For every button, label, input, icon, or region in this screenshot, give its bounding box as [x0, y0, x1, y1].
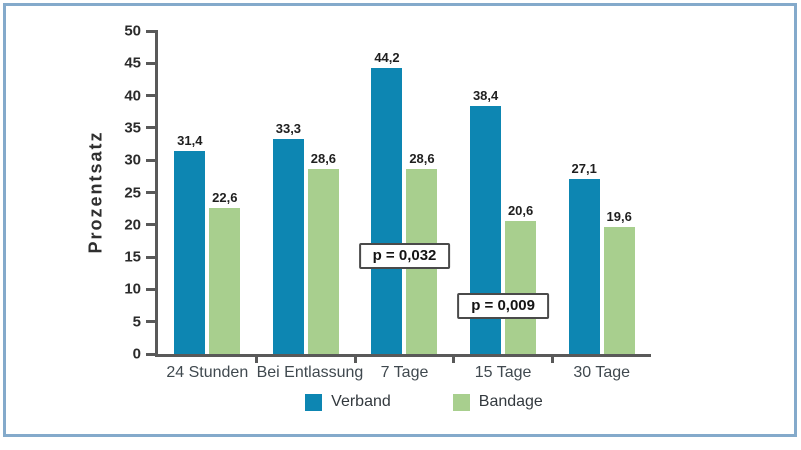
bar-verband-7-tage	[371, 68, 403, 354]
bar-value-label: 33,3	[275, 120, 302, 136]
bar-group-30-tage: 27,1 19,6	[552, 31, 651, 354]
p-value-box: p = 0,009	[457, 292, 549, 319]
p-value-box: p = 0,032	[358, 242, 451, 269]
y-axis-tick	[146, 287, 158, 291]
legend-item-verband: Verband	[305, 393, 391, 411]
bar-bandage-15-tage	[505, 220, 537, 354]
bar-value-label: 20,6	[507, 202, 534, 218]
y-axis-title: Prozentsatz	[85, 130, 106, 254]
bar-column: 33,3	[272, 120, 304, 354]
x-axis-tick	[255, 357, 259, 363]
bar-column: 27,1	[568, 160, 600, 354]
y-axis-tick-label: 40	[124, 87, 141, 105]
y-axis-tick-label: 0	[132, 345, 141, 363]
y-axis-tick	[146, 94, 158, 98]
x-category-label-bei-entlassung: Bei Entlassung	[256, 364, 364, 381]
x-axis-tick	[353, 357, 357, 363]
y-axis-tick	[146, 126, 158, 130]
y-axis-tick	[146, 158, 158, 162]
y-axis-tick-label: 15	[124, 248, 141, 266]
bar-value-label: 38,4	[472, 87, 499, 103]
y-axis-tick	[146, 191, 158, 194]
x-category-label-7-tage: 7 Tage	[380, 364, 429, 381]
legend-label-bandage: Bandage	[478, 393, 543, 410]
bar-value-label: 19,6	[606, 209, 632, 225]
y-axis-tick	[146, 320, 158, 324]
bar-group-24-stunden: 31,4 22,6	[158, 31, 257, 354]
y-axis-tick	[146, 255, 158, 259]
y-axis-tick-label: 45	[124, 54, 141, 72]
legend-item-bandage: Bandage	[452, 393, 543, 411]
bar-verband-24-stunden	[174, 151, 206, 354]
legend-swatch-bandage	[452, 393, 470, 411]
plot-area: 0 5 10 15 20 25 30 35 40 45 50 31,4 22,6 24 Stunden 33…	[124, 24, 651, 381]
bar-value-label: 22,6	[212, 190, 238, 206]
y-axis-tick-label: 10	[124, 280, 141, 298]
bar-value-label: 27,1	[571, 160, 597, 176]
bar-value-label: 44,2	[374, 50, 400, 66]
y-axis-tick	[146, 61, 158, 65]
bar-column: 28,6	[307, 151, 339, 354]
x-axis-tick	[550, 357, 554, 363]
bar-column: 19,6	[603, 209, 635, 354]
bar-value-label: 31,4	[177, 133, 203, 149]
legend-label-verband: Verband	[331, 393, 391, 410]
bar-column: 22,6	[209, 190, 241, 354]
bar-verband-30-tage	[568, 178, 600, 354]
y-axis-tick-label: 30	[124, 151, 141, 169]
bar-verband-bei-entlassung	[272, 138, 304, 354]
bar-bandage-24-stunden	[209, 208, 241, 354]
x-category-label-30-tage: 30 Tage	[573, 364, 631, 381]
bar-column: 31,4	[174, 133, 206, 354]
y-axis-tick-label: 35	[124, 119, 141, 137]
bar-value-label: 28,6	[409, 151, 435, 167]
bar-value-label: 28,6	[310, 151, 337, 167]
x-axis-tick	[452, 357, 456, 363]
y-axis-tick-label: 50	[124, 22, 141, 40]
bar-column: 44,2	[371, 50, 403, 354]
legend-swatch-verband	[305, 393, 323, 411]
y-axis-tick	[146, 223, 158, 227]
y-axis-tick-label: 20	[124, 216, 141, 234]
x-category-label-15-tage: 15 Tage	[474, 364, 532, 381]
y-axis-tick-label: 5	[132, 313, 141, 331]
y-axis-tick	[146, 352, 158, 356]
bar-group-bei-entlassung: 33,3 28,6	[257, 31, 356, 354]
bar-bandage-30-tage	[603, 227, 635, 354]
y-axis-tick-label: 25	[124, 184, 141, 201]
bar-bandage-bei-entlassung	[307, 169, 339, 354]
x-category-label-24-stunden: 24 Stunden	[166, 364, 249, 381]
legend: Verband Bandage	[155, 393, 648, 411]
bar-column: 20,6	[505, 202, 537, 354]
y-axis-tick	[146, 29, 158, 33]
bar-group-7-tage: 44,2 28,6	[355, 31, 454, 354]
